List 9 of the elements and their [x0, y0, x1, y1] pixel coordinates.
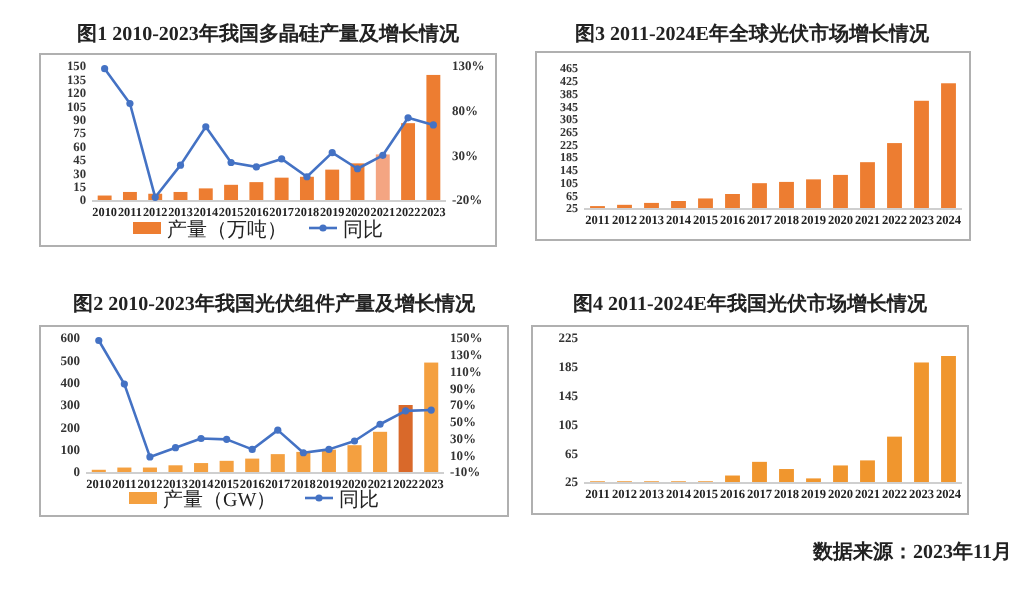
chart-title: 图3 2011-2024E年全球光伏市场增长情况: [575, 22, 931, 46]
legend-label: 产量（GW）: [163, 488, 277, 512]
source-note: 数据来源：2023年11月: [811, 540, 1012, 564]
legend-label: 产量（万吨）: [167, 218, 287, 242]
chart-title: 图2 2010-2023年我国光伏组件产量及增长情况: [73, 292, 477, 316]
legend-label: 同比: [343, 218, 383, 242]
chart-title: 图1 2010-2023年我国多晶硅产量及增长情况: [77, 22, 461, 46]
legend-label: 同比: [339, 488, 379, 512]
chart-title: 图4 2011-2024E年我国光伏市场增长情况: [573, 292, 929, 316]
